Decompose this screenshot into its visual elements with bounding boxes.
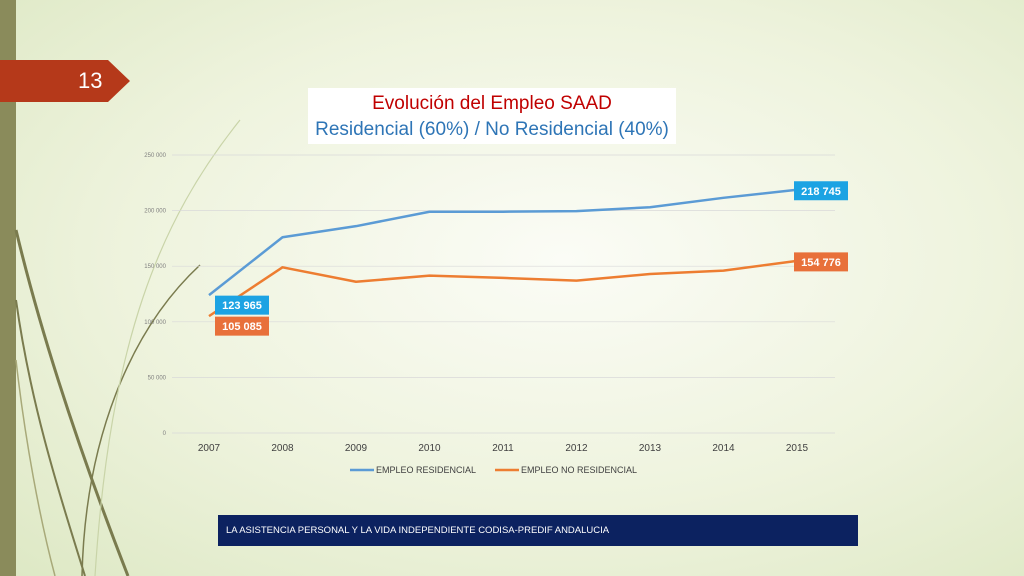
y-tick-label: 200 000 [144,209,166,215]
x-tick-label: 2011 [492,443,514,454]
left-accent-bar [0,0,16,576]
x-tick-label: 2009 [345,443,368,454]
legend-label: EMPLEO NO RESIDENCIAL [521,465,637,475]
data-label-box [794,252,848,272]
y-tick-label: 250 000 [144,153,166,159]
x-tick-label: 2007 [198,443,221,454]
series-line [208,188,798,297]
x-tick-label: 2012 [565,443,588,454]
x-tick-label: 2008 [271,443,294,454]
series-line [208,259,798,318]
data-label-box [215,295,269,315]
y-tick-label: 150 000 [144,264,166,270]
data-label: 105 085 [222,321,262,333]
y-tick-label: 100 000 [144,320,166,326]
x-tick-label: 2014 [712,443,735,454]
x-tick-label: 2013 [639,443,662,454]
chart-title: Evolución del Empleo SAAD [372,93,612,114]
chart-title-box: Evolución del Empleo SAAD Residencial (6… [308,88,676,144]
data-label: 123 965 [222,300,262,312]
y-tick-label: 0 [163,431,167,437]
slide-number-tag [0,60,130,102]
x-tick-label: 2015 [786,443,809,454]
x-tick-label: 2010 [418,443,441,454]
chart-subtitle: Residencial (60%) / No Residencial (40%) [315,119,669,140]
footer-banner: LA ASISTENCIA PERSONAL Y LA VIDA INDEPEN… [218,515,858,546]
slide-number: 13 [78,68,103,93]
data-label: 154 776 [801,257,841,269]
data-label: 218 745 [801,186,841,198]
data-label-box [215,316,269,336]
y-tick-label: 50 000 [148,375,167,381]
data-label-box [794,181,848,201]
legend-label: EMPLEO RESIDENCIAL [376,465,476,475]
